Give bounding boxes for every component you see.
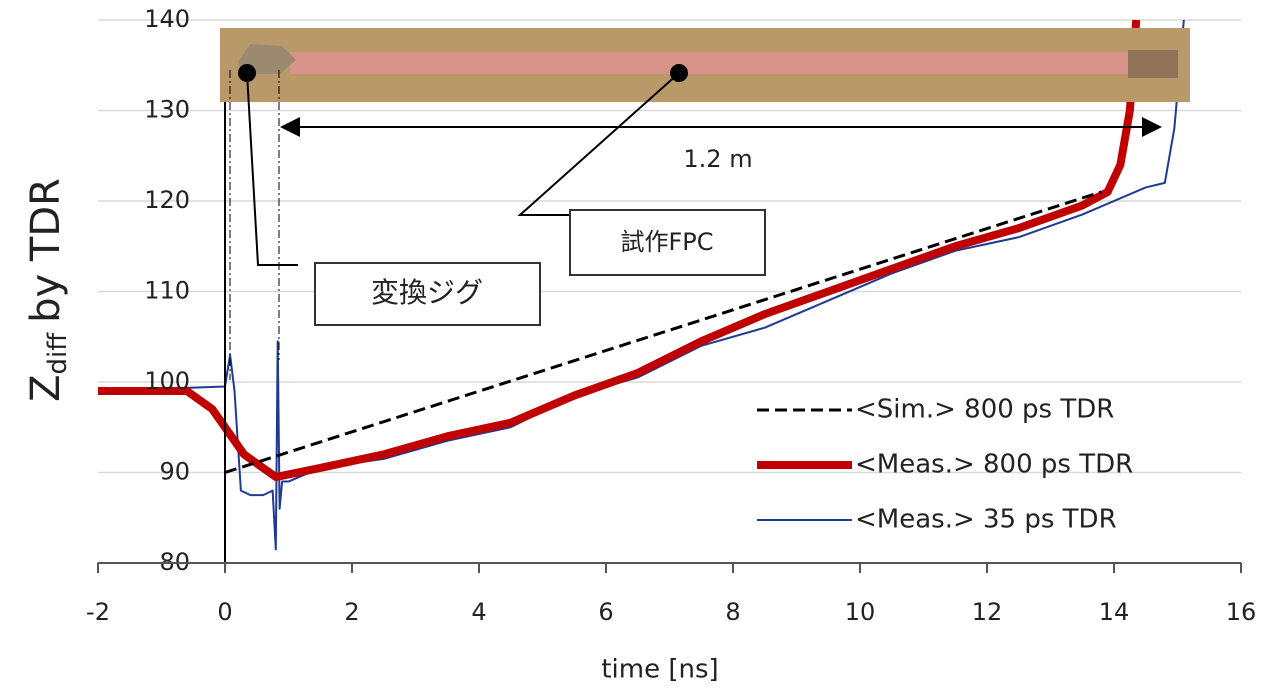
y-tick-label: 90	[159, 458, 190, 486]
x-tick-label: 16	[1226, 598, 1257, 626]
y-tick-label: 130	[144, 96, 190, 124]
x-axis-label: time [ns]	[601, 655, 718, 685]
legend-label: <Meas.> 35 ps TDR	[855, 505, 1117, 535]
x-tick-label: 4	[471, 598, 486, 626]
y-axis-label: Zdiff by TDR	[23, 178, 73, 402]
x-tick-label: 14	[1099, 598, 1130, 626]
legend-label: <Sim.> 800 ps TDR	[855, 395, 1114, 425]
y-tick-label: 120	[144, 186, 190, 214]
legend-label: <Meas.> 800 ps TDR	[855, 450, 1133, 480]
annotation: 変換ジグ	[371, 276, 483, 309]
x-tick-label: 2	[344, 598, 359, 626]
annotation: 試作FPC	[620, 228, 713, 256]
y-label-main: Z	[23, 375, 69, 402]
y-tick-label: 110	[144, 277, 190, 305]
y-label-sub: diff	[43, 332, 73, 375]
x-tick-label: 12	[972, 598, 1003, 626]
y-tick-label: 100	[144, 367, 190, 395]
x-tick-label: 0	[217, 598, 232, 626]
x-tick-label: 8	[725, 598, 740, 626]
x-tick-label: 10	[845, 598, 876, 626]
end-jig	[1128, 50, 1178, 78]
y-label-rest: by TDR	[23, 178, 69, 323]
y-tick-label: 140	[144, 5, 190, 33]
chart: 1.2 m 試作FPC 変換ジグ time [ns] Zdiff by TDR 8…	[0, 0, 1264, 693]
fpc-strip	[290, 52, 1140, 74]
x-tick-label: 6	[598, 598, 613, 626]
x-tick-label: -2	[86, 598, 110, 626]
annotation: 1.2 m	[683, 145, 752, 173]
